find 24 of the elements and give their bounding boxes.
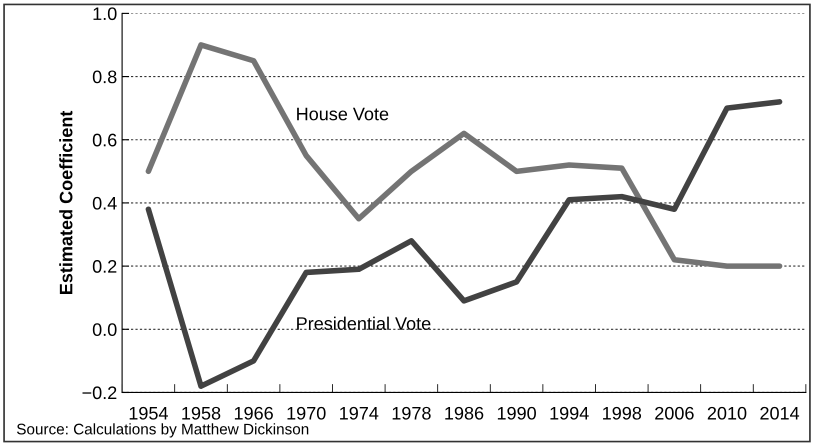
y-tick-label: 0.6 [92, 134, 116, 146]
source-note: Source: Calculations by Matthew Dickinson [16, 423, 308, 438]
x-tick-label: 2006 [655, 406, 694, 420]
x-tick-label: 1954 [130, 406, 168, 420]
x-tick-label: 1974 [340, 406, 378, 420]
x-tick-label: 1998 [603, 406, 642, 420]
x-tick-label: 1990 [498, 406, 536, 420]
x-tick-label: 2014 [760, 406, 800, 420]
x-tick-label: 1986 [445, 406, 484, 420]
series-label: House Vote [297, 108, 388, 120]
x-tick-label: 1978 [392, 406, 431, 420]
x-tick-label: 1966 [234, 406, 273, 420]
x-tick-label: 1994 [550, 406, 589, 420]
y-tick-label: 0.8 [92, 70, 116, 84]
x-tick-label: 1958 [182, 406, 220, 420]
y-tick-label: 1.0 [94, 7, 117, 20]
y-tick-label: 0.2 [92, 260, 116, 273]
series-label: Presidential Vote [297, 316, 430, 330]
x-tick-label: 2010 [708, 406, 746, 420]
y-tick-label: 0.4 [92, 196, 117, 210]
y-axis-title: Estimated Coefficient [59, 110, 72, 294]
y-tick-label: 0.0 [92, 323, 117, 336]
y-tick-label: −0.2 [82, 386, 116, 400]
x-tick-label: 1970 [287, 406, 326, 420]
